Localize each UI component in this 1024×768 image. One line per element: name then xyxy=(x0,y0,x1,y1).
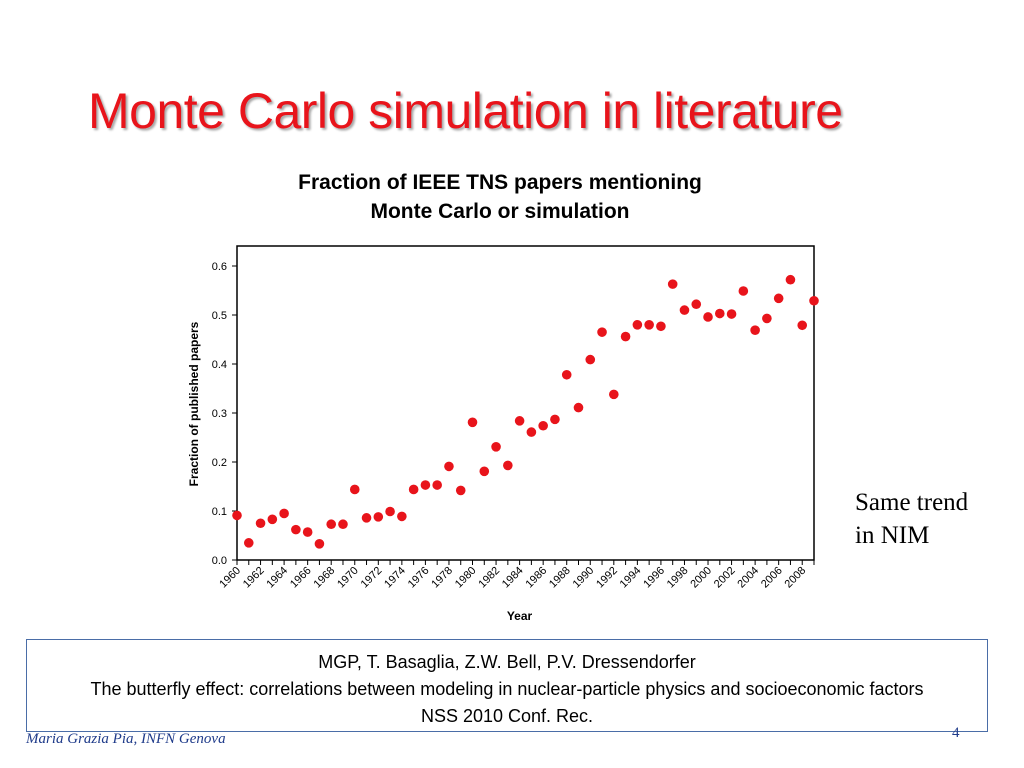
data-point xyxy=(679,305,690,315)
reference-authors: MGP, T. Basaglia, Z.W. Bell, P.V. Dresse… xyxy=(318,652,696,672)
data-point xyxy=(667,279,678,289)
data-point xyxy=(444,461,454,472)
y-tick-label: 0.3 xyxy=(212,408,227,420)
data-point xyxy=(656,321,666,332)
data-point xyxy=(243,538,254,548)
y-tick-label: 0.0 xyxy=(212,555,227,567)
data-point xyxy=(785,274,796,285)
data-point xyxy=(255,518,266,529)
x-tick-label: 1984 xyxy=(500,565,526,591)
x-tick-label: 1974 xyxy=(382,565,408,591)
chart-title-line-1: Fraction of IEEE TNS papers mentioning xyxy=(298,171,702,194)
x-tick-label: 2004 xyxy=(735,565,761,591)
data-point xyxy=(714,308,725,319)
data-point xyxy=(361,513,372,523)
data-point xyxy=(538,420,548,431)
x-tick-label: 1998 xyxy=(665,565,691,591)
data-point xyxy=(338,519,348,530)
chart-title: Fraction of IEEE TNS papers mentioning M… xyxy=(200,168,800,226)
data-point xyxy=(479,466,490,477)
x-tick-label: 1970 xyxy=(335,565,361,591)
data-point xyxy=(703,312,713,322)
x-tick-label: 1960 xyxy=(217,565,243,591)
data-point xyxy=(561,369,572,380)
y-axis-label: Fraction of published papers xyxy=(187,321,201,486)
x-tick-label: 1994 xyxy=(618,565,644,591)
data-point xyxy=(644,320,654,330)
plot-frame xyxy=(236,245,815,561)
data-point xyxy=(503,460,513,471)
data-point xyxy=(385,506,395,517)
x-tick-label: 2000 xyxy=(688,565,714,591)
data-point xyxy=(491,442,501,452)
data-point xyxy=(314,539,325,549)
x-tick-label: 1978 xyxy=(429,565,455,591)
scatter-chart: 0.0 0.1 0.2 0.3 0.4 0.5 0.6 1960196219641966196… xyxy=(187,245,819,623)
data-point xyxy=(279,508,289,519)
data-point xyxy=(762,313,772,324)
data-point xyxy=(750,325,760,335)
x-axis-label: Year xyxy=(507,609,533,623)
page-number: 4 xyxy=(952,725,960,741)
x-tick-label: 1982 xyxy=(476,565,502,591)
reference-venue: NSS 2010 Conf. Rec. xyxy=(420,706,594,726)
x-tick-label: 1964 xyxy=(264,565,290,591)
data-point xyxy=(809,295,819,306)
y-tick-label: 0.4 xyxy=(212,359,227,371)
y-tick-label: 0.6 xyxy=(212,261,227,273)
footer-author: Maria Grazia Pia, INFN Genova xyxy=(26,731,226,747)
side-note-line-1: Same trend xyxy=(855,489,969,516)
data-point xyxy=(408,484,419,495)
side-note: Same trend in NIM xyxy=(855,486,1005,552)
x-tick-label: 1962 xyxy=(241,565,267,591)
x-tick-label: 1980 xyxy=(453,565,479,591)
data-point xyxy=(373,512,384,522)
x-tick-label: 1996 xyxy=(641,565,667,591)
x-tick-label: 2002 xyxy=(712,565,738,591)
data-point xyxy=(691,299,702,310)
x-tick-label: 1976 xyxy=(406,565,432,591)
x-tick-label: 1966 xyxy=(288,565,314,591)
x-tick-label: 1990 xyxy=(571,565,597,591)
data-point xyxy=(291,524,301,535)
data-point xyxy=(726,309,737,319)
data-point xyxy=(585,354,596,365)
data-point xyxy=(526,427,537,437)
data-point xyxy=(397,511,407,522)
data-point xyxy=(349,484,360,495)
reference-title: The butterfly effect: correlations betwe… xyxy=(90,679,924,699)
x-tick-label: 1986 xyxy=(523,565,549,591)
x-tick-label: 1992 xyxy=(594,565,620,591)
y-tick-label: 0.2 xyxy=(212,457,227,469)
data-point xyxy=(302,527,313,537)
y-tick-label: 0.1 xyxy=(212,506,227,518)
data-point xyxy=(420,480,431,490)
data-point xyxy=(632,320,643,330)
data-point xyxy=(326,519,337,530)
slide-title: Monte Carlo simulation in literature xyxy=(88,83,843,139)
data-point xyxy=(620,331,631,342)
y-tick-label: 0.5 xyxy=(212,310,227,322)
x-tick-label: 2006 xyxy=(759,565,785,591)
reference-box: MGP, T. Basaglia, Z.W. Bell, P.V. Dresse… xyxy=(26,639,988,732)
x-tick-label: 1968 xyxy=(312,565,338,591)
x-tick-label: 1972 xyxy=(359,565,385,591)
data-point xyxy=(232,510,242,521)
x-tick-label: 1988 xyxy=(547,565,573,591)
data-point xyxy=(550,414,560,425)
data-point xyxy=(455,485,466,496)
data-point xyxy=(609,389,619,400)
data-point xyxy=(267,514,278,525)
data-point xyxy=(467,417,478,428)
data-point xyxy=(597,327,607,337)
side-note-line-2: in NIM xyxy=(855,522,930,549)
data-point xyxy=(797,320,808,331)
data-point xyxy=(773,293,784,304)
data-point xyxy=(432,480,442,490)
data-point xyxy=(514,416,525,426)
data-point xyxy=(738,286,749,296)
data-point xyxy=(573,402,584,413)
chart-title-line-2: Monte Carlo or simulation xyxy=(370,200,630,223)
x-tick-label: 2008 xyxy=(783,565,809,591)
